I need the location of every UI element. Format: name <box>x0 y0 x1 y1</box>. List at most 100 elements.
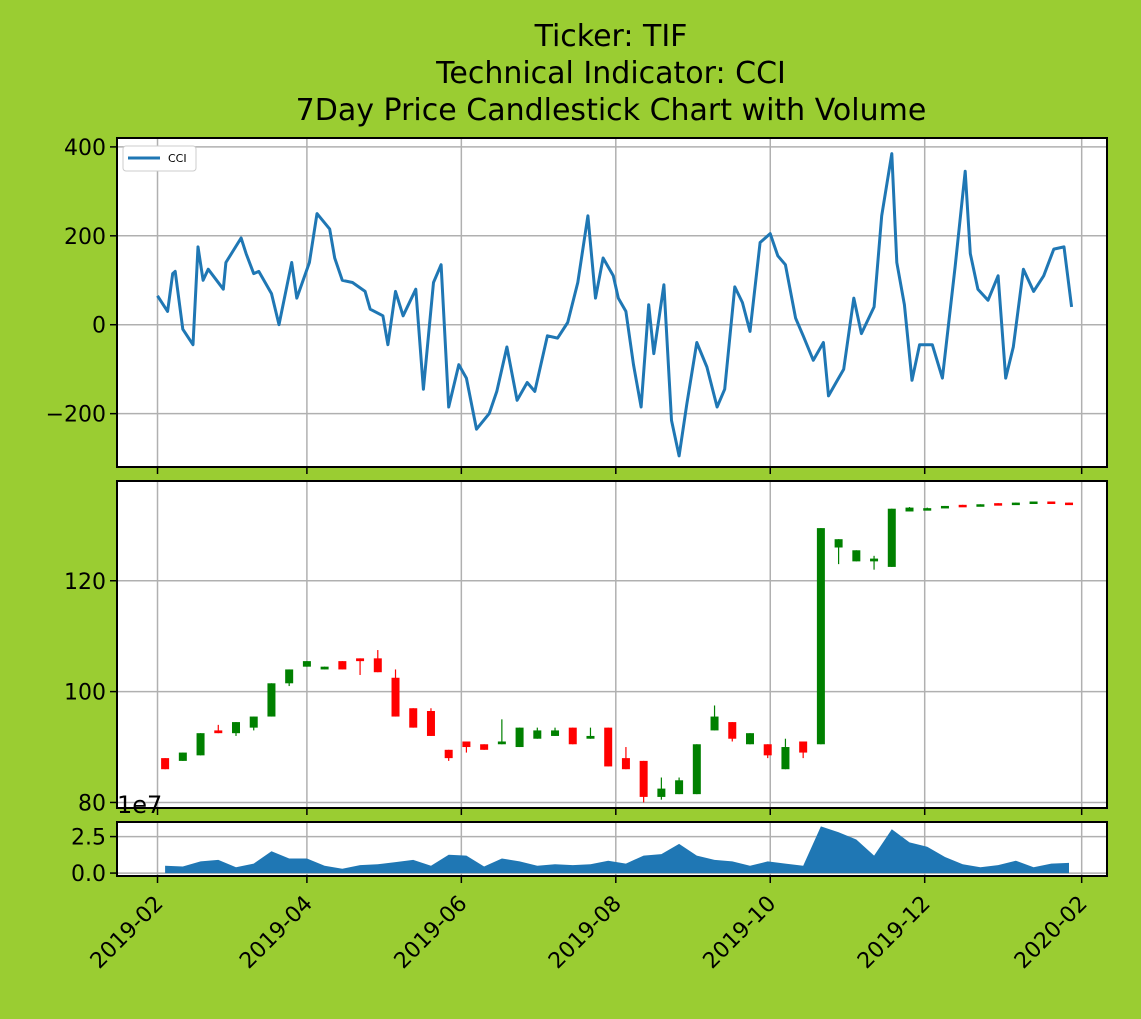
candle-body <box>959 505 967 508</box>
candle-2019-07-29 <box>604 728 612 767</box>
candle-body <box>374 658 382 672</box>
vol-y-tick-label-0: 0.0 <box>71 862 106 887</box>
candle-body <box>462 741 470 747</box>
candle-body <box>1065 503 1073 506</box>
candle-2019-04-15 <box>338 661 346 669</box>
candle-2019-05-13 <box>409 708 417 727</box>
candle-body <box>764 744 772 755</box>
candle-body <box>799 741 807 752</box>
candle-2019-09-23 <box>746 733 754 744</box>
legend-label-cci: CCI <box>168 152 187 165</box>
candle-body <box>392 678 400 717</box>
candle-body <box>781 747 789 769</box>
candle-body <box>569 728 577 745</box>
candle-body <box>906 508 914 512</box>
candle-body <box>285 669 293 683</box>
candle-body <box>480 744 488 750</box>
candle-body <box>356 658 364 661</box>
candle-body <box>604 728 612 767</box>
candle-body <box>1030 502 1038 505</box>
candle-body <box>817 528 825 744</box>
candle-2019-12-23 <box>976 504 984 507</box>
candle-2019-06-10 <box>480 744 488 750</box>
price-y-tick-label-0: 80 <box>78 791 106 816</box>
candle-2019-11-25 <box>906 507 914 511</box>
candle-2019-09-02 <box>693 744 701 794</box>
candle-body <box>976 504 984 507</box>
candle-body <box>746 733 754 744</box>
candle-2020-01-27 <box>1065 503 1073 506</box>
candle-body <box>888 509 896 567</box>
cci-y-tick-label-3: 400 <box>64 136 106 161</box>
candle-body <box>923 508 931 511</box>
candle-2019-03-18 <box>267 683 275 716</box>
vol-y-tick-label-1: 2.5 <box>71 826 106 851</box>
candle-body <box>267 683 275 716</box>
cci-y-tick-label-0: −200 <box>46 403 106 428</box>
candle-body <box>657 789 665 797</box>
cci-panel-background <box>117 138 1107 467</box>
candle-body <box>675 780 683 794</box>
candle-2019-02-04 <box>161 758 169 769</box>
candle-body <box>427 711 435 736</box>
candle-body <box>161 758 169 769</box>
candle-body <box>498 741 506 744</box>
candle-2019-04-01 <box>303 661 311 667</box>
candle-body <box>551 730 559 736</box>
candle-body <box>994 503 1002 506</box>
candle-body <box>870 559 878 562</box>
candle-body <box>338 661 346 669</box>
price-panel: 80 100 120 <box>64 481 1107 816</box>
price-y-tick-label-1: 100 <box>64 681 106 706</box>
candle-body <box>179 753 187 761</box>
candle-2019-07-15 <box>569 728 577 745</box>
candle-body <box>1047 502 1055 505</box>
title-line-chart: 7Day Price Candlestick Chart with Volume <box>296 93 927 128</box>
candle-2019-02-11 <box>179 753 187 761</box>
cci-legend: CCI <box>123 146 196 171</box>
candle-2020-01-13 <box>1030 502 1038 505</box>
candle-body <box>1012 503 1020 506</box>
candle-body <box>728 722 736 739</box>
candle-body <box>941 506 949 509</box>
candle-body <box>835 539 843 547</box>
cci-panel: −200 0 200 400 CCI <box>46 136 1107 474</box>
candle-body <box>852 550 860 561</box>
cci-y-tick-label-2: 200 <box>64 225 106 250</box>
candle-body <box>586 736 594 739</box>
candle-body <box>321 667 329 670</box>
candle-2019-12-30 <box>994 503 1002 506</box>
candle-2019-12-16 <box>959 505 967 508</box>
candle-2020-01-20 <box>1047 502 1055 505</box>
candle-2019-09-16 <box>728 722 736 741</box>
candle-body <box>214 730 222 733</box>
title-line-indicator: Technical Indicator: CCI <box>435 56 786 91</box>
candle-2019-11-18 <box>888 509 896 567</box>
candle-body <box>640 761 648 797</box>
candle-body <box>303 661 311 667</box>
candle-2019-12-09 <box>941 506 949 509</box>
candle-body <box>197 733 205 755</box>
volume-offset-label: 1e7 <box>117 791 162 819</box>
candle-2019-10-21 <box>817 528 825 744</box>
candle-body <box>693 744 701 794</box>
price-y-tick-label-2: 120 <box>64 570 106 595</box>
candle-2020-01-06 <box>1012 503 1020 506</box>
candle-body <box>533 730 541 738</box>
candle-body <box>409 708 417 727</box>
candle-body <box>232 722 240 733</box>
candle-2019-02-18 <box>197 733 205 755</box>
candle-2019-04-08 <box>321 667 329 670</box>
candle-2019-05-20 <box>427 708 435 736</box>
candle-2019-06-24 <box>516 728 524 747</box>
candle-body <box>250 717 258 728</box>
candle-body <box>622 758 630 769</box>
candle-body <box>516 728 524 747</box>
candle-2019-11-04 <box>852 550 860 561</box>
title-line-ticker: Ticker: TIF <box>534 19 688 54</box>
candle-2019-08-12 <box>640 761 648 803</box>
candle-body <box>711 717 719 731</box>
candle-body <box>445 750 453 758</box>
cci-y-tick-label-1: 0 <box>92 314 106 339</box>
